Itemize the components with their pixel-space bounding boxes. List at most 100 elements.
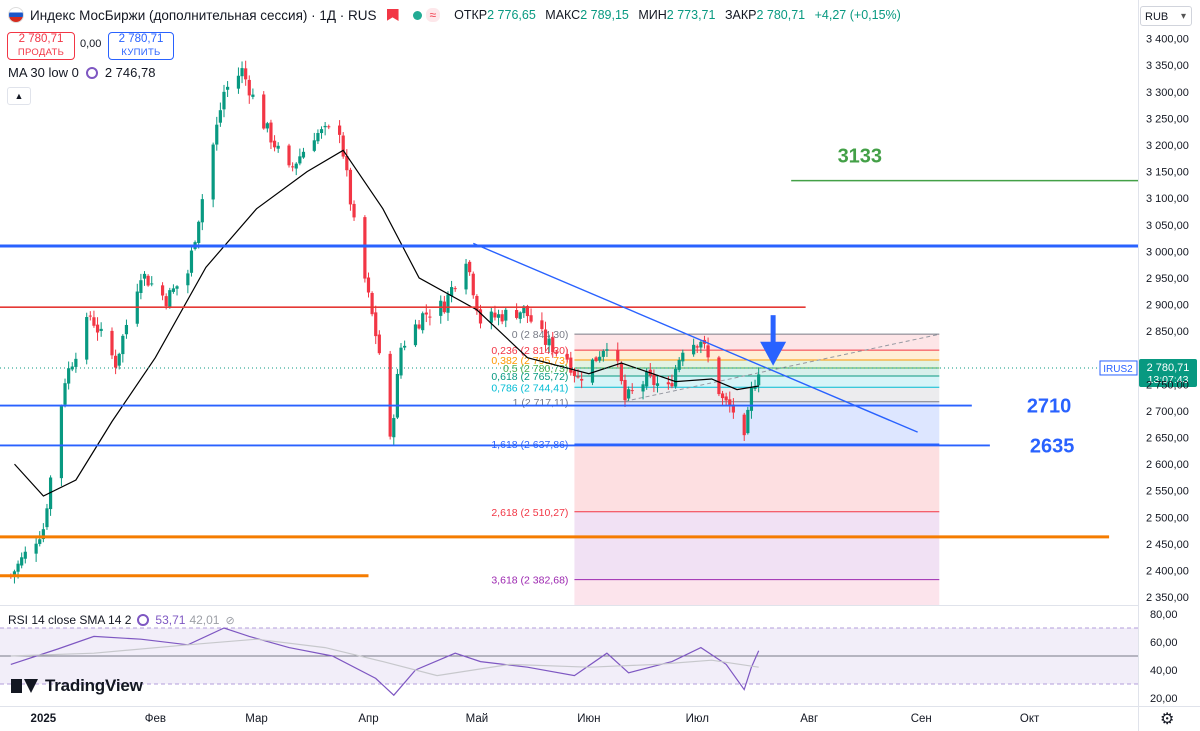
candle-body [251, 94, 255, 97]
rsi-legend[interactable]: RSI 14 close SMA 14 2 53,71 42,01 ⊘ [8, 613, 235, 627]
candle-body [363, 217, 367, 279]
time-axis-label: Июл [686, 713, 709, 725]
fib-zone [574, 334, 940, 351]
price-axis-label: 3 300,00 [1146, 87, 1189, 99]
candle-body [641, 384, 645, 392]
rsi-axis-label: 20,00 [1150, 693, 1178, 705]
candle-body [298, 156, 302, 164]
price-axis-label: 2 700,00 [1146, 406, 1189, 418]
price-axis-label: 3 150,00 [1146, 167, 1189, 179]
candle-body [269, 122, 273, 143]
collapse-legend-button[interactable]: ▲ [7, 87, 31, 105]
candle-body [428, 316, 432, 318]
fib-level-label: 0 (2 844,30) [512, 329, 569, 341]
tradingview-logo[interactable]: TradingView [11, 676, 143, 696]
rsi-axis-label: 40,00 [1150, 665, 1178, 677]
candle-body [337, 125, 342, 135]
fib-level-label: 0,786 (2 744,41) [491, 382, 568, 394]
candle-body [160, 285, 165, 296]
sell-label: ПРОДАТЬ [17, 47, 65, 58]
candle-body [399, 347, 403, 376]
candle-body [218, 110, 222, 123]
candle-body [226, 86, 230, 90]
candle-body [478, 309, 483, 324]
price-axis-label: 2 450,00 [1146, 539, 1189, 551]
sell-price: 2 780,71 [18, 33, 64, 45]
rsi-line [10, 627, 760, 697]
candle-body [142, 273, 147, 279]
candle-body [515, 310, 519, 318]
bookmark-icon[interactable] [386, 9, 399, 21]
candle-body [222, 91, 226, 110]
candle-body [272, 140, 277, 148]
trend-line [472, 242, 918, 433]
candle-body [630, 390, 634, 392]
market-status-icon [412, 10, 422, 20]
candle-body [673, 368, 678, 387]
candle-body [677, 359, 681, 370]
fib-level-label: 2,618 (2 510,27) [491, 507, 568, 519]
open-value: 2 776,65 [487, 8, 536, 22]
change-value: +4,27 (+0,15%) [814, 8, 901, 22]
chart-header: Индекс МосБиржи (дополнительная сессия) … [0, 0, 1138, 30]
ma30-line [14, 149, 759, 497]
candle-body [692, 344, 696, 355]
candle-body [114, 355, 118, 368]
gear-icon[interactable]: ⚙ [1160, 711, 1175, 728]
candle-body [681, 352, 685, 362]
low-label: МИН [638, 8, 667, 22]
candle-body [175, 286, 179, 289]
price-axis-label: 2 550,00 [1146, 486, 1189, 498]
rsi-settings-icon[interactable] [137, 614, 150, 626]
candle-body [312, 140, 316, 151]
candle-body [547, 338, 551, 346]
indicator-settings-icon[interactable] [85, 66, 98, 79]
high-value: 2 789,15 [580, 8, 629, 22]
candle-body [551, 337, 555, 353]
candle-body [453, 288, 457, 290]
fib-zone [574, 401, 940, 444]
candle-body [601, 351, 605, 357]
candle-body [366, 277, 371, 293]
candle-body [623, 379, 627, 401]
buy-label: КУПИТЬ [121, 47, 161, 58]
candle-body [619, 363, 623, 382]
candle-body [316, 133, 320, 142]
candle-body [598, 356, 602, 361]
candle-body [377, 334, 381, 354]
candle-body [417, 324, 421, 329]
candle-body [45, 508, 49, 528]
candle-body [449, 287, 454, 296]
candle-body [446, 294, 450, 313]
candle-body [291, 166, 295, 168]
visibility-icon[interactable]: ⊘ [225, 614, 235, 627]
last-price-text: 2 780,71 [1147, 362, 1190, 374]
candle-body [576, 376, 580, 378]
fib-trend-line [624, 333, 940, 402]
candle-body [301, 151, 306, 158]
candle-body [139, 280, 143, 293]
candle-body [518, 312, 522, 319]
candle-body [294, 163, 298, 169]
price-axis-label: 3 200,00 [1146, 140, 1189, 152]
sell-button[interactable]: 2 780,71 ПРОДАТЬ [7, 32, 75, 60]
candle-body [489, 311, 493, 323]
buy-button[interactable]: 2 780,71 КУПИТЬ [108, 32, 174, 60]
candle-body [12, 571, 17, 576]
candle-body [695, 346, 699, 348]
time-axis-label: Авг [800, 713, 818, 725]
ma-legend[interactable]: MA 30 low 0 2 746,78 [8, 65, 155, 80]
candle-body [117, 353, 121, 366]
candle-body [471, 273, 475, 296]
price-axis-label: 2 650,00 [1146, 432, 1189, 444]
candle-body [565, 353, 569, 360]
candle-body [468, 261, 472, 273]
candle-body [731, 404, 735, 413]
candle-body [262, 94, 266, 129]
symbol-title[interactable]: Индекс МосБиржи (дополнительная сессия) … [30, 7, 377, 23]
close-label: ЗАКР [724, 8, 757, 22]
price-axis-label: 3 000,00 [1146, 246, 1189, 258]
candle-body [439, 300, 443, 316]
currency-select[interactable]: RUB [1140, 6, 1192, 27]
